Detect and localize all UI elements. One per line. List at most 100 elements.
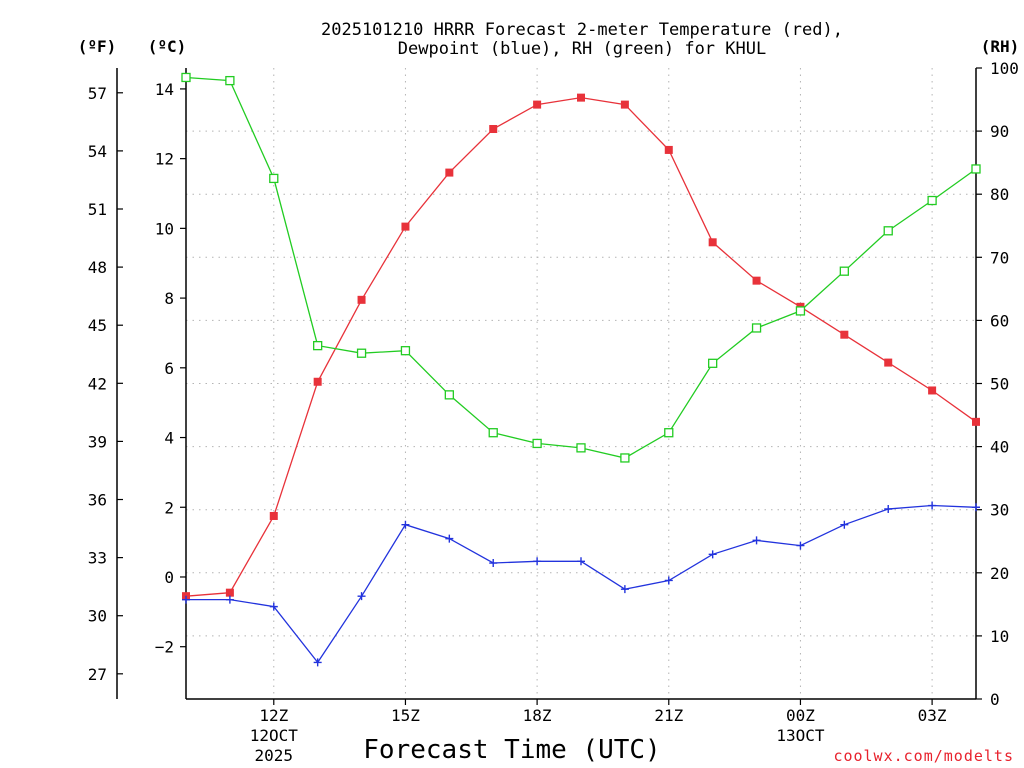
temperature-point: [708, 238, 717, 247]
celsius-tick-label: 14: [155, 80, 174, 99]
temperature-point: [840, 330, 849, 339]
rh-point: [883, 226, 893, 236]
fahrenheit-tick-label: 39: [88, 432, 107, 451]
dewpoint-point: [752, 536, 761, 545]
temperature-point: [884, 358, 893, 367]
dewpoint-point: [489, 559, 498, 568]
rh-tick-label: 100: [990, 59, 1019, 78]
temperature-point: [357, 295, 366, 304]
rh-point: [576, 443, 586, 453]
rh-point: [532, 438, 542, 449]
temperature-point: [928, 386, 937, 395]
fahrenheit-tick-label: 33: [88, 549, 107, 568]
fahrenheit-tick-label: 27: [88, 665, 107, 684]
x-tick-label: 18Z: [523, 706, 552, 725]
rh-point: [795, 306, 806, 316]
temperature-point: [972, 417, 980, 426]
fahrenheit-unit-label: (ºF): [78, 37, 117, 56]
chart-title-line2: Dewpoint (blue), RH (green) for KHUL: [398, 39, 766, 59]
rh-point: [400, 346, 411, 356]
dewpoint-point: [401, 520, 410, 529]
temperature-point: [489, 125, 498, 134]
rh-point: [708, 358, 718, 368]
celsius-unit-label: (ºC): [148, 37, 187, 56]
celsius-tick-label: 8: [164, 289, 174, 308]
rh-point: [664, 428, 674, 438]
rh-point: [181, 72, 191, 83]
x-tick-label: 21Z: [654, 706, 683, 725]
rh-tick-label: 40: [990, 438, 1009, 457]
dewpoint-point: [708, 550, 717, 559]
x-tick-date-label: 12OCT: [250, 726, 299, 745]
temperature-point: [225, 588, 234, 597]
temperature-point: [401, 222, 410, 231]
fahrenheit-tick-label: 51: [88, 200, 107, 219]
fahrenheit-tick-label: 30: [88, 607, 107, 626]
dewpoint-point: [796, 541, 805, 550]
dewpoint-line: [186, 504, 977, 664]
dewpoint-point: [620, 585, 629, 594]
celsius-tick-label: 0: [164, 568, 174, 587]
x-tick-year-label: 2025: [255, 746, 294, 765]
rh-point: [751, 323, 762, 333]
fahrenheit-tick-label: 48: [88, 258, 107, 277]
dewpoint-point: [884, 505, 893, 514]
rh-line: [185, 76, 977, 459]
celsius-tick-label: −2: [155, 638, 174, 657]
temperature-point: [533, 100, 542, 109]
fahrenheit-tick-label: 45: [88, 316, 107, 335]
dewpoint-point: [225, 595, 234, 604]
fahrenheit-tick-label: 54: [88, 142, 107, 161]
celsius-tick-label: 4: [164, 429, 174, 448]
rh-point: [971, 164, 981, 174]
rh-point: [225, 75, 235, 86]
rh-tick-label: 90: [990, 122, 1009, 141]
grid-lines: [186, 68, 976, 699]
dewpoint-point: [313, 658, 322, 667]
celsius-tick-label: 6: [164, 359, 174, 378]
fahrenheit-tick-label: 42: [88, 374, 107, 393]
x-axis-title: Forecast Time (UTC): [363, 735, 660, 765]
x-tick-label: 15Z: [391, 706, 420, 725]
dewpoint-point: [664, 576, 673, 585]
data-series: [181, 72, 981, 667]
rh-tick-label: 70: [990, 248, 1009, 267]
temperature-point: [313, 377, 322, 386]
celsius-tick-label: 2: [164, 498, 174, 517]
dewpoint-point: [972, 503, 980, 512]
rh-point: [444, 390, 454, 400]
dewpoint-point: [182, 595, 190, 604]
temperature-point: [269, 511, 278, 520]
x-tick-label: 00Z: [786, 706, 815, 725]
dewpoint-point: [577, 557, 585, 566]
rh-point: [839, 266, 849, 276]
temperature-point: [577, 93, 585, 102]
dewpoint-point: [269, 602, 278, 611]
x-tick-date-label: 13OCT: [776, 726, 825, 745]
celsius-tick-label: 10: [155, 219, 174, 238]
rh-tick-label: 80: [990, 185, 1009, 204]
credit-link[interactable]: coolwx.com/modelts: [833, 747, 1014, 765]
fahrenheit-tick-label: 36: [88, 491, 107, 510]
axes: [116, 67, 982, 705]
dewpoint-point: [357, 592, 366, 601]
temperature-point: [752, 276, 761, 285]
rh-point: [927, 195, 937, 206]
x-tick-label: 03Z: [918, 706, 947, 725]
tick-labels: 14121086420−2575451484542393633302710090…: [88, 59, 1019, 765]
chart-title-line1: 2025101210 HRRR Forecast 2-meter Tempera…: [321, 20, 843, 40]
dewpoint-point: [445, 534, 454, 543]
celsius-tick-label: 12: [155, 150, 174, 169]
rh-point: [269, 173, 279, 184]
temperature-point: [445, 168, 454, 177]
dewpoint-point: [840, 520, 849, 529]
temperature-point: [664, 145, 673, 154]
rh-tick-label: 60: [990, 311, 1009, 330]
fahrenheit-tick-label: 57: [88, 84, 107, 103]
rh-point: [488, 428, 498, 438]
rh-point: [620, 453, 630, 463]
rh-tick-label: 0: [990, 690, 1000, 709]
rh-unit-label: (RH): [981, 37, 1020, 56]
rh-point: [313, 340, 323, 351]
